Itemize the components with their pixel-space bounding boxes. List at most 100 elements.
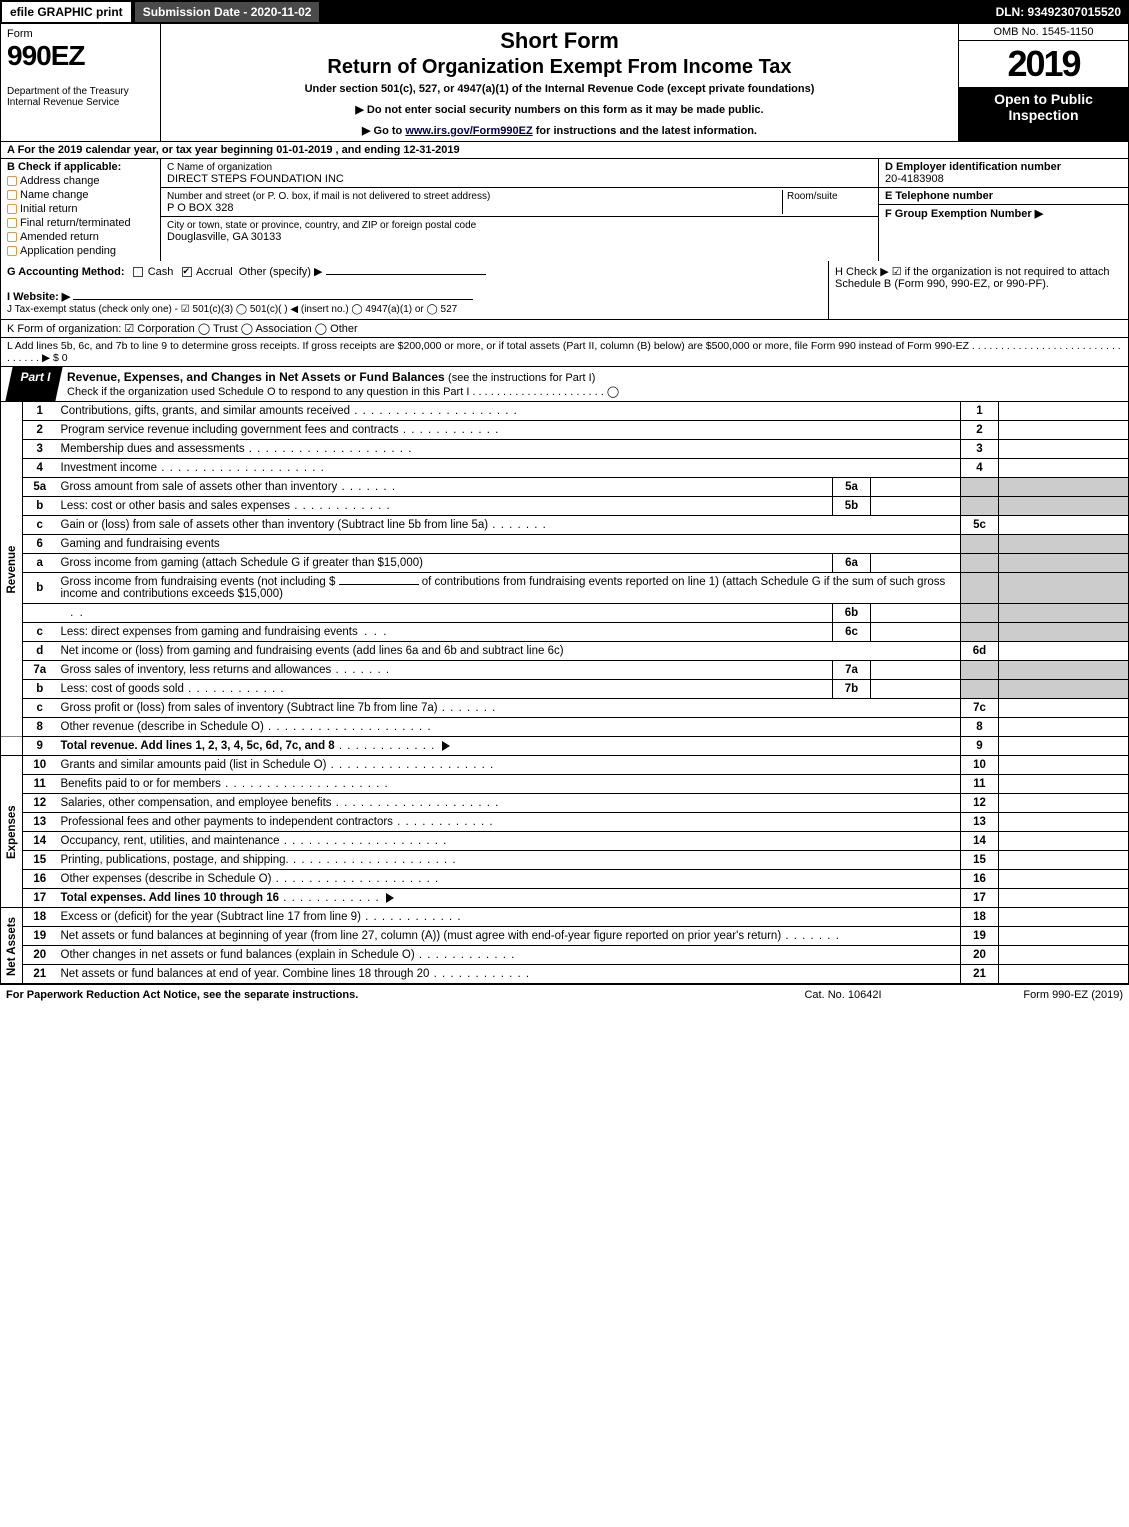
l5b-subval[interactable] (871, 497, 961, 516)
l20-desc: Other changes in net assets or fund bala… (57, 946, 961, 965)
box-f: F Group Exemption Number ▶ (879, 205, 1128, 222)
l10-val[interactable] (999, 756, 1129, 775)
box-b-label: B Check if applicable: (7, 161, 154, 173)
chk-final-return[interactable]: Final return/terminated (7, 217, 154, 229)
omb-number: OMB No. 1545-1150 (959, 24, 1128, 41)
l17-val[interactable] (999, 889, 1129, 908)
l11-desc: Benefits paid to or for members (57, 775, 961, 794)
l11-val[interactable] (999, 775, 1129, 794)
return-title: Return of Organization Exempt From Incom… (167, 56, 952, 79)
g-label: G Accounting Method: (7, 266, 125, 278)
l3-desc: Membership dues and assessments (57, 440, 961, 459)
l2-desc: Program service revenue including govern… (57, 421, 961, 440)
open-to-public-badge: Open to Public Inspection (959, 87, 1128, 141)
form-id-block: Form 990EZ Department of the Treasury In… (1, 24, 161, 141)
grey-cell (961, 623, 999, 642)
row-g: G Accounting Method: Cash Accrual Other … (1, 261, 828, 319)
l18-val[interactable] (999, 908, 1129, 927)
chk-amended-return[interactable]: Amended return (7, 231, 154, 243)
opt-address-change: Address change (20, 175, 100, 187)
l3-val[interactable] (999, 440, 1129, 459)
l12-desc: Salaries, other compensation, and employ… (57, 794, 961, 813)
ln-num: 9 (23, 737, 57, 756)
checkbox-icon (7, 204, 17, 214)
submission-date-badge: Submission Date - 2020-11-02 (133, 0, 322, 24)
room-label: Room/suite (787, 191, 838, 202)
checkbox-icon[interactable] (182, 267, 192, 277)
l6b-amount-input[interactable] (339, 584, 419, 585)
ln-num: c (23, 699, 57, 718)
l21-val[interactable] (999, 965, 1129, 984)
l4-num: 4 (961, 459, 999, 478)
grey-cell (961, 573, 999, 604)
l14-val[interactable] (999, 832, 1129, 851)
l14-num: 14 (961, 832, 999, 851)
top-bar: efile GRAPHIC print Submission Date - 20… (0, 0, 1129, 24)
l6c-desc: Less: direct expenses from gaming and fu… (57, 623, 833, 642)
org-city: Douglasville, GA 30133 (167, 231, 281, 243)
table-row: 3 Membership dues and assessments 3 (1, 440, 1129, 459)
l7c-val[interactable] (999, 699, 1129, 718)
l6b-cont: . . (57, 604, 833, 623)
l12-num: 12 (961, 794, 999, 813)
chk-name-change[interactable]: Name change (7, 189, 154, 201)
l6d-val[interactable] (999, 642, 1129, 661)
box-c: C Name of organization DIRECT STEPS FOUN… (161, 159, 878, 261)
l19-val[interactable] (999, 927, 1129, 946)
l6b-desc: Gross income from fundraising events (no… (57, 573, 961, 604)
grey-cell (961, 478, 999, 497)
row-k: K Form of organization: ☑ Corporation ◯ … (0, 320, 1129, 338)
l1-val[interactable] (999, 402, 1129, 421)
part1-check-line: Check if the organization used Schedule … (67, 386, 619, 398)
netassets-side-label: Net Assets (1, 908, 23, 984)
city-cell: City or town, state or province, country… (161, 217, 878, 245)
revenue-side-label: Revenue (1, 402, 23, 737)
l15-val[interactable] (999, 851, 1129, 870)
opt-application-pending: Application pending (20, 245, 116, 257)
chk-initial-return[interactable]: Initial return (7, 203, 154, 215)
l9-desc: Total revenue. Add lines 1, 2, 3, 4, 5c,… (57, 737, 961, 756)
chk-address-change[interactable]: Address change (7, 175, 154, 187)
l12-val[interactable] (999, 794, 1129, 813)
grey-cell (999, 661, 1129, 680)
l6b-subval[interactable] (871, 604, 961, 623)
form-number: 990EZ (7, 40, 154, 72)
irs-link[interactable]: www.irs.gov/Form990EZ (405, 125, 532, 137)
l6c-subval[interactable] (871, 623, 961, 642)
row-i: I Website: ▶ (7, 291, 70, 303)
table-row: b Less: cost of goods sold 7b (1, 680, 1129, 699)
table-row: d Net income or (loss) from gaming and f… (1, 642, 1129, 661)
l2-val[interactable] (999, 421, 1129, 440)
checkbox-icon (7, 218, 17, 228)
boxes-def: D Employer identification number 20-4183… (878, 159, 1128, 261)
l7c-num: 7c (961, 699, 999, 718)
grey-cell (961, 680, 999, 699)
l9-val[interactable] (999, 737, 1129, 756)
l16-val[interactable] (999, 870, 1129, 889)
ln-num: c (23, 623, 57, 642)
website-input[interactable] (73, 299, 473, 300)
l20-val[interactable] (999, 946, 1129, 965)
l5a-subval[interactable] (871, 478, 961, 497)
footer-formref: Form 990-EZ (2019) (943, 989, 1123, 1001)
g-other-input[interactable] (326, 274, 486, 275)
l7a-subval[interactable] (871, 661, 961, 680)
chk-application-pending[interactable]: Application pending (7, 245, 154, 257)
l6a-subval[interactable] (871, 554, 961, 573)
efile-badge[interactable]: efile GRAPHIC print (0, 0, 133, 24)
l15-num: 15 (961, 851, 999, 870)
short-form-title: Short Form (167, 28, 952, 54)
l7a-desc: Gross sales of inventory, less returns a… (57, 661, 833, 680)
l8-val[interactable] (999, 718, 1129, 737)
l4-val[interactable] (999, 459, 1129, 478)
topbar-spacer (321, 0, 987, 24)
l5c-val[interactable] (999, 516, 1129, 535)
table-row: 2 Program service revenue including gove… (1, 421, 1129, 440)
l7b-subval[interactable] (871, 680, 961, 699)
table-row: Net Assets 18 Excess or (deficit) for th… (1, 908, 1129, 927)
l6-desc: Gaming and fundraising events (57, 535, 961, 554)
l13-val[interactable] (999, 813, 1129, 832)
form-header: Form 990EZ Department of the Treasury In… (0, 24, 1129, 142)
grey-cell (999, 554, 1129, 573)
checkbox-icon[interactable] (133, 267, 143, 277)
